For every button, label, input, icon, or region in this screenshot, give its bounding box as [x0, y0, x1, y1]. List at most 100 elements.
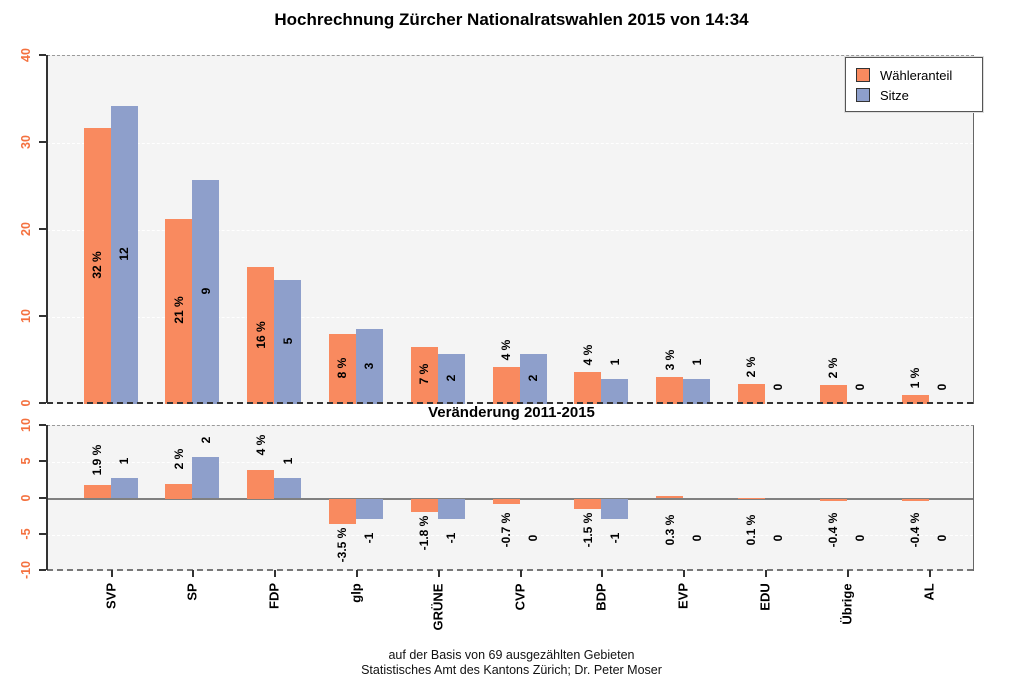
- change-seat-label: 0: [935, 534, 949, 542]
- x-axis-party-label: SVP: [103, 582, 118, 610]
- bar-waehleranteil-BDP: [574, 371, 602, 404]
- bar-change-sitze-GRÜNE: [437, 498, 465, 520]
- change-share-label: 0.3 %: [662, 514, 677, 546]
- bar-waehleranteil-SVP: [83, 128, 111, 404]
- vote-share-seats-panel: [47, 55, 974, 404]
- change-share-label: -1.5 %: [580, 513, 595, 548]
- y-tick: [39, 54, 46, 56]
- bar-change-sitze-BDP: [601, 498, 629, 520]
- x-axis-party-label: glp: [348, 583, 364, 603]
- seat-value-label: 0: [853, 383, 868, 391]
- share-value-label: 2 %: [826, 357, 841, 379]
- bar-sitze-SP: [192, 180, 220, 404]
- change-seat-label: -1: [607, 532, 622, 544]
- bar-change-waehleranteil-CVP: [492, 498, 520, 504]
- bar-sitze-glp: [355, 329, 383, 404]
- y-tick: [39, 141, 46, 143]
- share-value-label: 32 %: [90, 251, 104, 279]
- bottom-chart-baseline: [47, 569, 973, 571]
- top-chart-y-axis: [46, 55, 48, 403]
- change-share-label: -3.5 %: [335, 527, 350, 563]
- y-tick-label: 10: [19, 309, 33, 323]
- bar-waehleranteil-EVP: [656, 377, 684, 404]
- seat-value-label: 3: [362, 362, 377, 370]
- y-tick: [39, 496, 46, 499]
- share-value-label: 7 %: [417, 363, 432, 385]
- bar-sitze-BDP: [601, 379, 629, 404]
- change-seat-label: 0: [526, 534, 540, 542]
- bar-sitze-FDP: [274, 279, 302, 404]
- change-share-label: 0.1 %: [744, 514, 759, 546]
- x-axis-party-label: SP: [184, 582, 200, 601]
- y-tick-label: 10: [19, 418, 33, 432]
- change-share-label: -0.4 %: [826, 512, 841, 548]
- x-axis-party-label: GRÜNE: [430, 583, 446, 630]
- bar-change-waehleranteil-FDP: [247, 469, 275, 499]
- share-value-label: 16 %: [253, 321, 268, 349]
- change-seat-label: 1: [117, 457, 131, 465]
- share-value-label: 3 %: [662, 349, 677, 371]
- bar-waehleranteil-CVP: [492, 367, 520, 404]
- x-tick: [274, 570, 277, 577]
- change-2011-2015-panel: [47, 425, 974, 571]
- change-seat-label: 2: [198, 436, 213, 444]
- change-seat-label: 0: [853, 534, 868, 542]
- x-tick: [683, 570, 686, 577]
- bar-waehleranteil-EDU: [737, 383, 765, 404]
- gridline: [47, 534, 973, 536]
- bar-change-waehleranteil-EVP: [656, 496, 684, 499]
- seat-value-label: 1: [607, 358, 622, 366]
- change-seat-label: 1: [280, 457, 295, 465]
- y-tick-label: 20: [19, 222, 33, 236]
- change-seat-label: 0: [771, 534, 786, 542]
- change-share-label: 2 %: [171, 448, 186, 470]
- top-chart-baseline: [47, 402, 973, 404]
- bar-waehleranteil-SP: [165, 218, 193, 404]
- gridline: [47, 462, 973, 464]
- x-tick: [192, 570, 195, 577]
- seat-value-label: 0: [771, 383, 786, 391]
- bar-sitze-EVP: [683, 379, 711, 404]
- x-tick: [601, 570, 604, 577]
- gridline: [47, 230, 973, 231]
- x-tick: [764, 570, 767, 577]
- y-tick: [39, 424, 46, 426]
- share-value-label: 4 %: [499, 340, 513, 361]
- change-seat-label: 0: [689, 534, 704, 542]
- change-share-label: 1.9 %: [90, 444, 104, 476]
- bar-waehleranteil-glp: [328, 333, 356, 404]
- change-share-label: -1.8 %: [417, 515, 432, 550]
- y-tick: [39, 460, 46, 463]
- y-tick: [39, 228, 46, 230]
- seat-value-label: 1: [689, 358, 704, 366]
- share-value-label: 8 %: [335, 357, 350, 379]
- y-tick-label: 0: [19, 399, 33, 407]
- bar-waehleranteil-AL: [901, 395, 929, 404]
- x-axis-party-label: BDP: [593, 582, 609, 611]
- chart-title: Hochrechnung Zürcher Nationalratswahlen …: [274, 10, 749, 29]
- legend-item-waehleranteil: Wähleranteil: [856, 65, 974, 85]
- seat-value-label: 2: [444, 374, 459, 382]
- gridline: [47, 317, 973, 318]
- chart-legend: Wähleranteil Sitze: [845, 57, 983, 112]
- bar-change-waehleranteil-Übrige: [819, 498, 847, 502]
- bar-change-waehleranteil-SVP: [83, 484, 111, 499]
- bar-change-waehleranteil-SP: [165, 484, 193, 499]
- bar-change-sitze-FDP: [274, 477, 302, 499]
- seat-value-label: 9: [198, 287, 213, 295]
- share-value-label: 2 %: [744, 356, 759, 378]
- y-tick: [39, 402, 46, 404]
- x-tick: [928, 570, 931, 577]
- bar-change-waehleranteil-AL: [901, 498, 929, 502]
- y-tick-label: 5: [19, 457, 33, 465]
- legend-label: Sitze: [880, 87, 909, 103]
- legend-item-sitze: Sitze: [856, 85, 974, 105]
- x-axis-party-label: Übrige: [839, 582, 855, 625]
- change-seat-label: -1: [362, 532, 377, 544]
- bar-change-waehleranteil-BDP: [574, 498, 602, 510]
- share-value-label: 21 %: [171, 296, 186, 325]
- x-tick: [437, 570, 440, 577]
- bottom-chart-y-axis: [46, 425, 48, 570]
- seat-color-swatch-icon: [856, 88, 870, 102]
